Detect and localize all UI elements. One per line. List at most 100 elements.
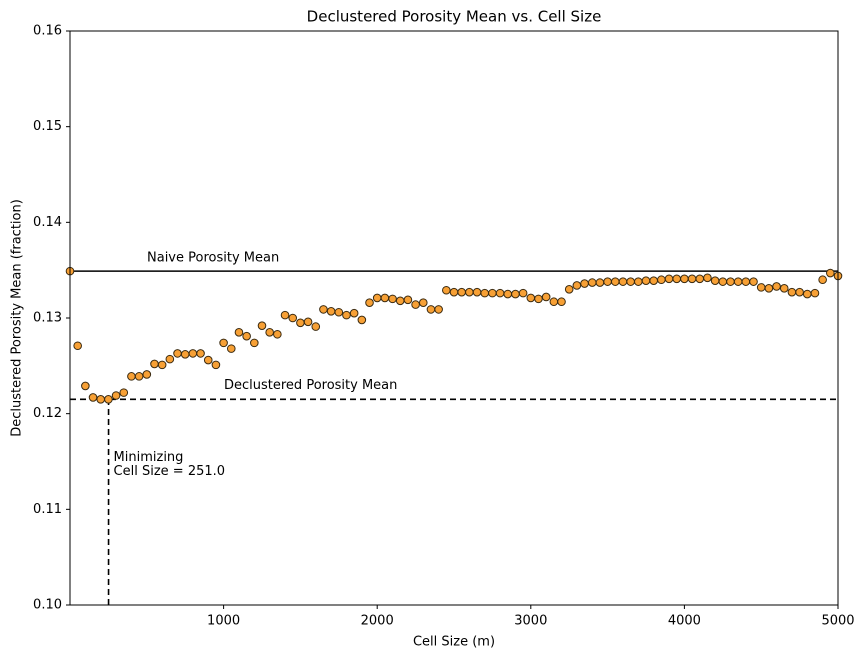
point (457, 287, 466, 297)
point (779, 284, 789, 293)
point (749, 277, 758, 286)
point (449, 287, 459, 297)
point (733, 277, 743, 286)
point (442, 285, 451, 295)
x-tick-label: 1000 (207, 614, 240, 629)
point (772, 282, 781, 291)
point (311, 322, 321, 331)
point (518, 288, 528, 298)
point (273, 329, 282, 339)
point (127, 372, 136, 381)
point (288, 313, 298, 323)
point (810, 288, 820, 298)
y-tick-label: 0.15 (33, 119, 62, 134)
point (764, 284, 774, 293)
y-tick-label: 0.16 (33, 24, 62, 39)
point (549, 297, 559, 307)
x-tick-label: 3000 (514, 614, 547, 629)
plot-frame (69, 30, 839, 606)
point (741, 277, 751, 286)
point (165, 354, 175, 364)
point (726, 277, 735, 286)
point (119, 388, 129, 397)
point (610, 277, 620, 286)
minimizing-label: Cell Size = 251.0 (114, 464, 225, 479)
point (388, 294, 397, 304)
point (134, 372, 144, 381)
point (695, 274, 705, 284)
point (357, 315, 367, 325)
point (472, 287, 482, 297)
point (226, 344, 236, 353)
point (634, 277, 643, 286)
point (157, 360, 167, 370)
point (603, 277, 612, 286)
point (211, 360, 221, 370)
point (173, 349, 182, 358)
point (649, 276, 658, 285)
point (303, 317, 313, 327)
y-tick-label: 0.14 (33, 215, 62, 230)
point (465, 287, 474, 297)
x-tick-label: 2000 (361, 614, 394, 629)
point (257, 321, 267, 330)
point (180, 350, 190, 359)
point (657, 275, 666, 285)
point (280, 310, 290, 320)
point (595, 278, 605, 287)
point (572, 281, 582, 290)
point (511, 289, 520, 299)
y-tick-label: 0.13 (33, 311, 62, 326)
point (418, 298, 428, 307)
y-axis-label: Declustered Porosity Mean (fraction) (10, 199, 25, 437)
point (672, 274, 682, 284)
point (411, 300, 420, 309)
point (296, 318, 305, 328)
point (802, 289, 812, 299)
point (265, 328, 274, 337)
point (718, 277, 728, 286)
point (111, 391, 121, 400)
point (372, 293, 382, 303)
declustered-mean-label: Declustered Porosity Mean (224, 378, 397, 393)
point (96, 395, 106, 404)
point (580, 279, 589, 288)
point (557, 297, 566, 307)
y-tick-label: 0.10 (33, 598, 62, 613)
y-tick-label: 0.12 (33, 406, 62, 421)
point (541, 292, 551, 302)
point (664, 274, 674, 284)
point (73, 341, 82, 351)
point (641, 276, 651, 285)
point (626, 277, 635, 286)
point (534, 294, 543, 304)
point (219, 338, 228, 348)
point (495, 288, 505, 298)
naive-mean-label: Naive Porosity Mean (147, 251, 279, 266)
point (587, 278, 597, 287)
x-tick-label: 5000 (821, 614, 854, 629)
point (380, 293, 390, 303)
point (88, 393, 98, 402)
point (334, 307, 344, 317)
point (680, 274, 689, 284)
point (342, 310, 351, 320)
point (395, 296, 405, 306)
point (234, 328, 244, 337)
point (188, 349, 198, 358)
point (818, 275, 827, 285)
point (480, 288, 490, 298)
point (756, 283, 766, 292)
minimizing-label: Minimizing (114, 450, 184, 465)
point (196, 349, 205, 358)
y-tick-label: 0.11 (33, 502, 62, 517)
point (488, 288, 497, 298)
point (564, 285, 574, 294)
point (319, 305, 328, 314)
point (104, 395, 113, 404)
point (242, 331, 251, 341)
point (326, 307, 336, 316)
x-axis-label: Cell Size (m) (413, 635, 495, 650)
point (403, 295, 413, 305)
